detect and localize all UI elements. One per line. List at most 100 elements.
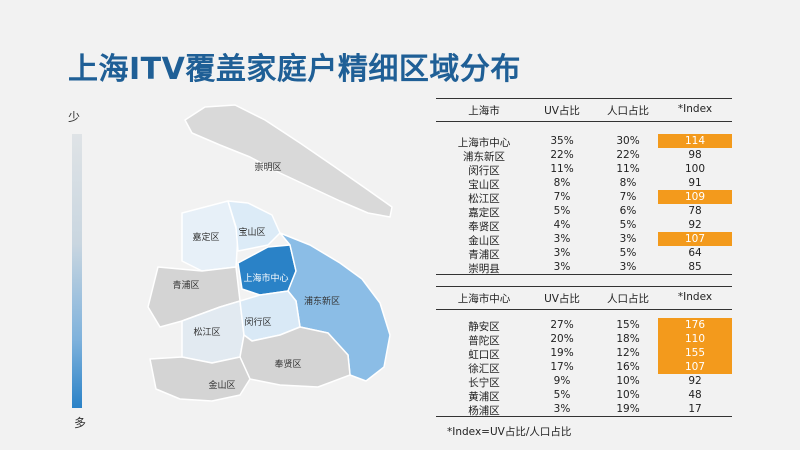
table-row: 浦东新区 22% 22% 98 [436,148,732,163]
header-region: 上海市 [468,105,500,117]
table-row: 静安区 27% 15% 176 [436,318,732,333]
pop-cell: 30% [616,135,640,147]
label-fengxian: 奉贤区 [274,358,301,370]
label-songjiang: 松江区 [193,326,220,338]
label-baoshan: 宝山区 [238,226,265,238]
legend-low-label: 少 [68,110,81,124]
table-row: 黄浦区 5% 10% 48 [436,388,732,403]
label-pudong: 浦东新区 [304,295,340,307]
header-index: *Index [677,103,713,115]
label-qingpu: 青浦区 [172,279,199,291]
table-row: 上海市中心 35% 30% 114 [436,134,732,149]
index-cell: 78 [688,205,702,217]
region-cell: 宝山区 [468,179,500,191]
index-cell: 85 [688,261,702,273]
uv-cell: 27% [550,319,574,331]
table-row: 奉贤区 4% 5% 92 [436,218,732,233]
header-index: *Index [677,291,713,303]
label-center: 上海市中心 [243,272,288,284]
label-chongming: 崇明区 [254,162,281,173]
index-cell: 176 [658,318,732,332]
table-row: 虹口区 19% 12% 155 [436,346,732,361]
table-row: 松江区 7% 7% 109 [436,190,732,205]
header-pop: 人口占比 [607,105,649,117]
table-row: 青浦区 3% 5% 64 [436,246,732,261]
label-minhang: 闵行区 [244,316,271,328]
region-cell: 金山区 [468,235,500,247]
index-cell: 92 [688,219,702,231]
pop-cell: 7% [619,191,637,203]
pop-cell: 6% [619,205,637,217]
index-cell: 109 [658,190,732,204]
uv-cell: 17% [550,361,574,373]
index-cell: 92 [688,375,702,387]
shanghai-district-map: 崇明区 嘉定区 宝山区 青浦区 上海市中心 浦东新区 松江区 闵行区 奉贤区 金… [147,104,393,402]
index-cell: 91 [688,177,702,189]
legend-high-label: 多 [74,416,87,430]
index-cell: 110 [658,332,732,346]
region-cell: 杨浦区 [468,405,500,417]
label-jiading: 嘉定区 [192,231,219,243]
legend-gradient-bar [72,134,82,408]
table-row: 金山区 3% 3% 107 [436,232,732,247]
table-row: 杨浦区 3% 19% 17 [436,402,732,417]
pop-cell: 11% [616,163,640,175]
region-cell: 普陀区 [468,335,500,347]
region-cell: 奉贤区 [468,221,500,233]
pop-cell: 5% [619,247,637,259]
pop-cell: 10% [616,389,640,401]
district-baoshan[interactable] [227,200,281,252]
index-cell: 64 [688,247,702,259]
index-cell: 17 [688,403,702,415]
pop-cell: 22% [616,149,640,161]
uv-cell: 5% [553,205,571,217]
table-row: 徐汇区 17% 16% 107 [436,360,732,375]
pop-cell: 3% [619,233,637,245]
district-center[interactable] [237,244,297,296]
region-cell: 黄浦区 [468,391,500,403]
region-cell: 虹口区 [468,349,500,361]
uv-cell: 20% [550,333,574,345]
region-cell: 青浦区 [468,249,500,261]
page-title: 上海ITV覆盖家庭户精细区域分布 [68,52,521,87]
pop-cell: 8% [619,177,637,189]
table-row: 嘉定区 5% 6% 78 [436,204,732,219]
table-row: 崇明县 3% 3% 85 [436,260,732,275]
header-region: 上海市中心 [457,293,511,305]
region-cell: 静安区 [468,321,500,333]
region-cell: 上海市中心 [457,137,511,149]
district-chongming[interactable] [184,104,393,218]
header-pop: 人口占比 [607,293,649,305]
table-city-center: 上海市中心 UV占比 人口占比 *Index 静安区 27% 15% 176 普陀区 20… [436,286,732,417]
index-cell: 107 [658,360,732,374]
table-header: 上海市 UV占比 人口占比 *Index [436,98,732,122]
region-cell: 徐汇区 [468,363,500,375]
region-cell: 松江区 [468,193,500,205]
district-jinshan[interactable] [149,356,251,402]
pop-cell: 5% [619,219,637,231]
pop-cell: 19% [616,403,640,415]
header-uv: UV占比 [544,293,580,305]
pop-cell: 16% [616,361,640,373]
uv-cell: 3% [553,261,571,273]
table-row: 闵行区 11% 11% 100 [436,162,732,177]
pop-cell: 3% [619,261,637,273]
uv-cell: 22% [550,149,574,161]
region-cell: 崇明县 [468,263,500,275]
index-cell: 48 [688,389,702,401]
uv-cell: 11% [550,163,574,175]
uv-cell: 5% [553,389,571,401]
uv-cell: 8% [553,177,571,189]
table-row: 普陀区 20% 18% 110 [436,332,732,347]
pop-cell: 18% [616,333,640,345]
pop-cell: 10% [616,375,640,387]
header-uv: UV占比 [544,105,580,117]
region-cell: 闵行区 [468,165,500,177]
label-jinshan: 金山区 [208,379,235,391]
table-row: 宝山区 8% 8% 91 [436,176,732,191]
index-cell: 155 [658,346,732,360]
uv-cell: 7% [553,191,571,203]
region-cell: 浦东新区 [463,151,505,163]
table-shanghai: 上海市 UV占比 人口占比 *Index 上海市中心 35% 30% 114 浦东新区 2… [436,98,732,275]
index-cell: 107 [658,232,732,246]
